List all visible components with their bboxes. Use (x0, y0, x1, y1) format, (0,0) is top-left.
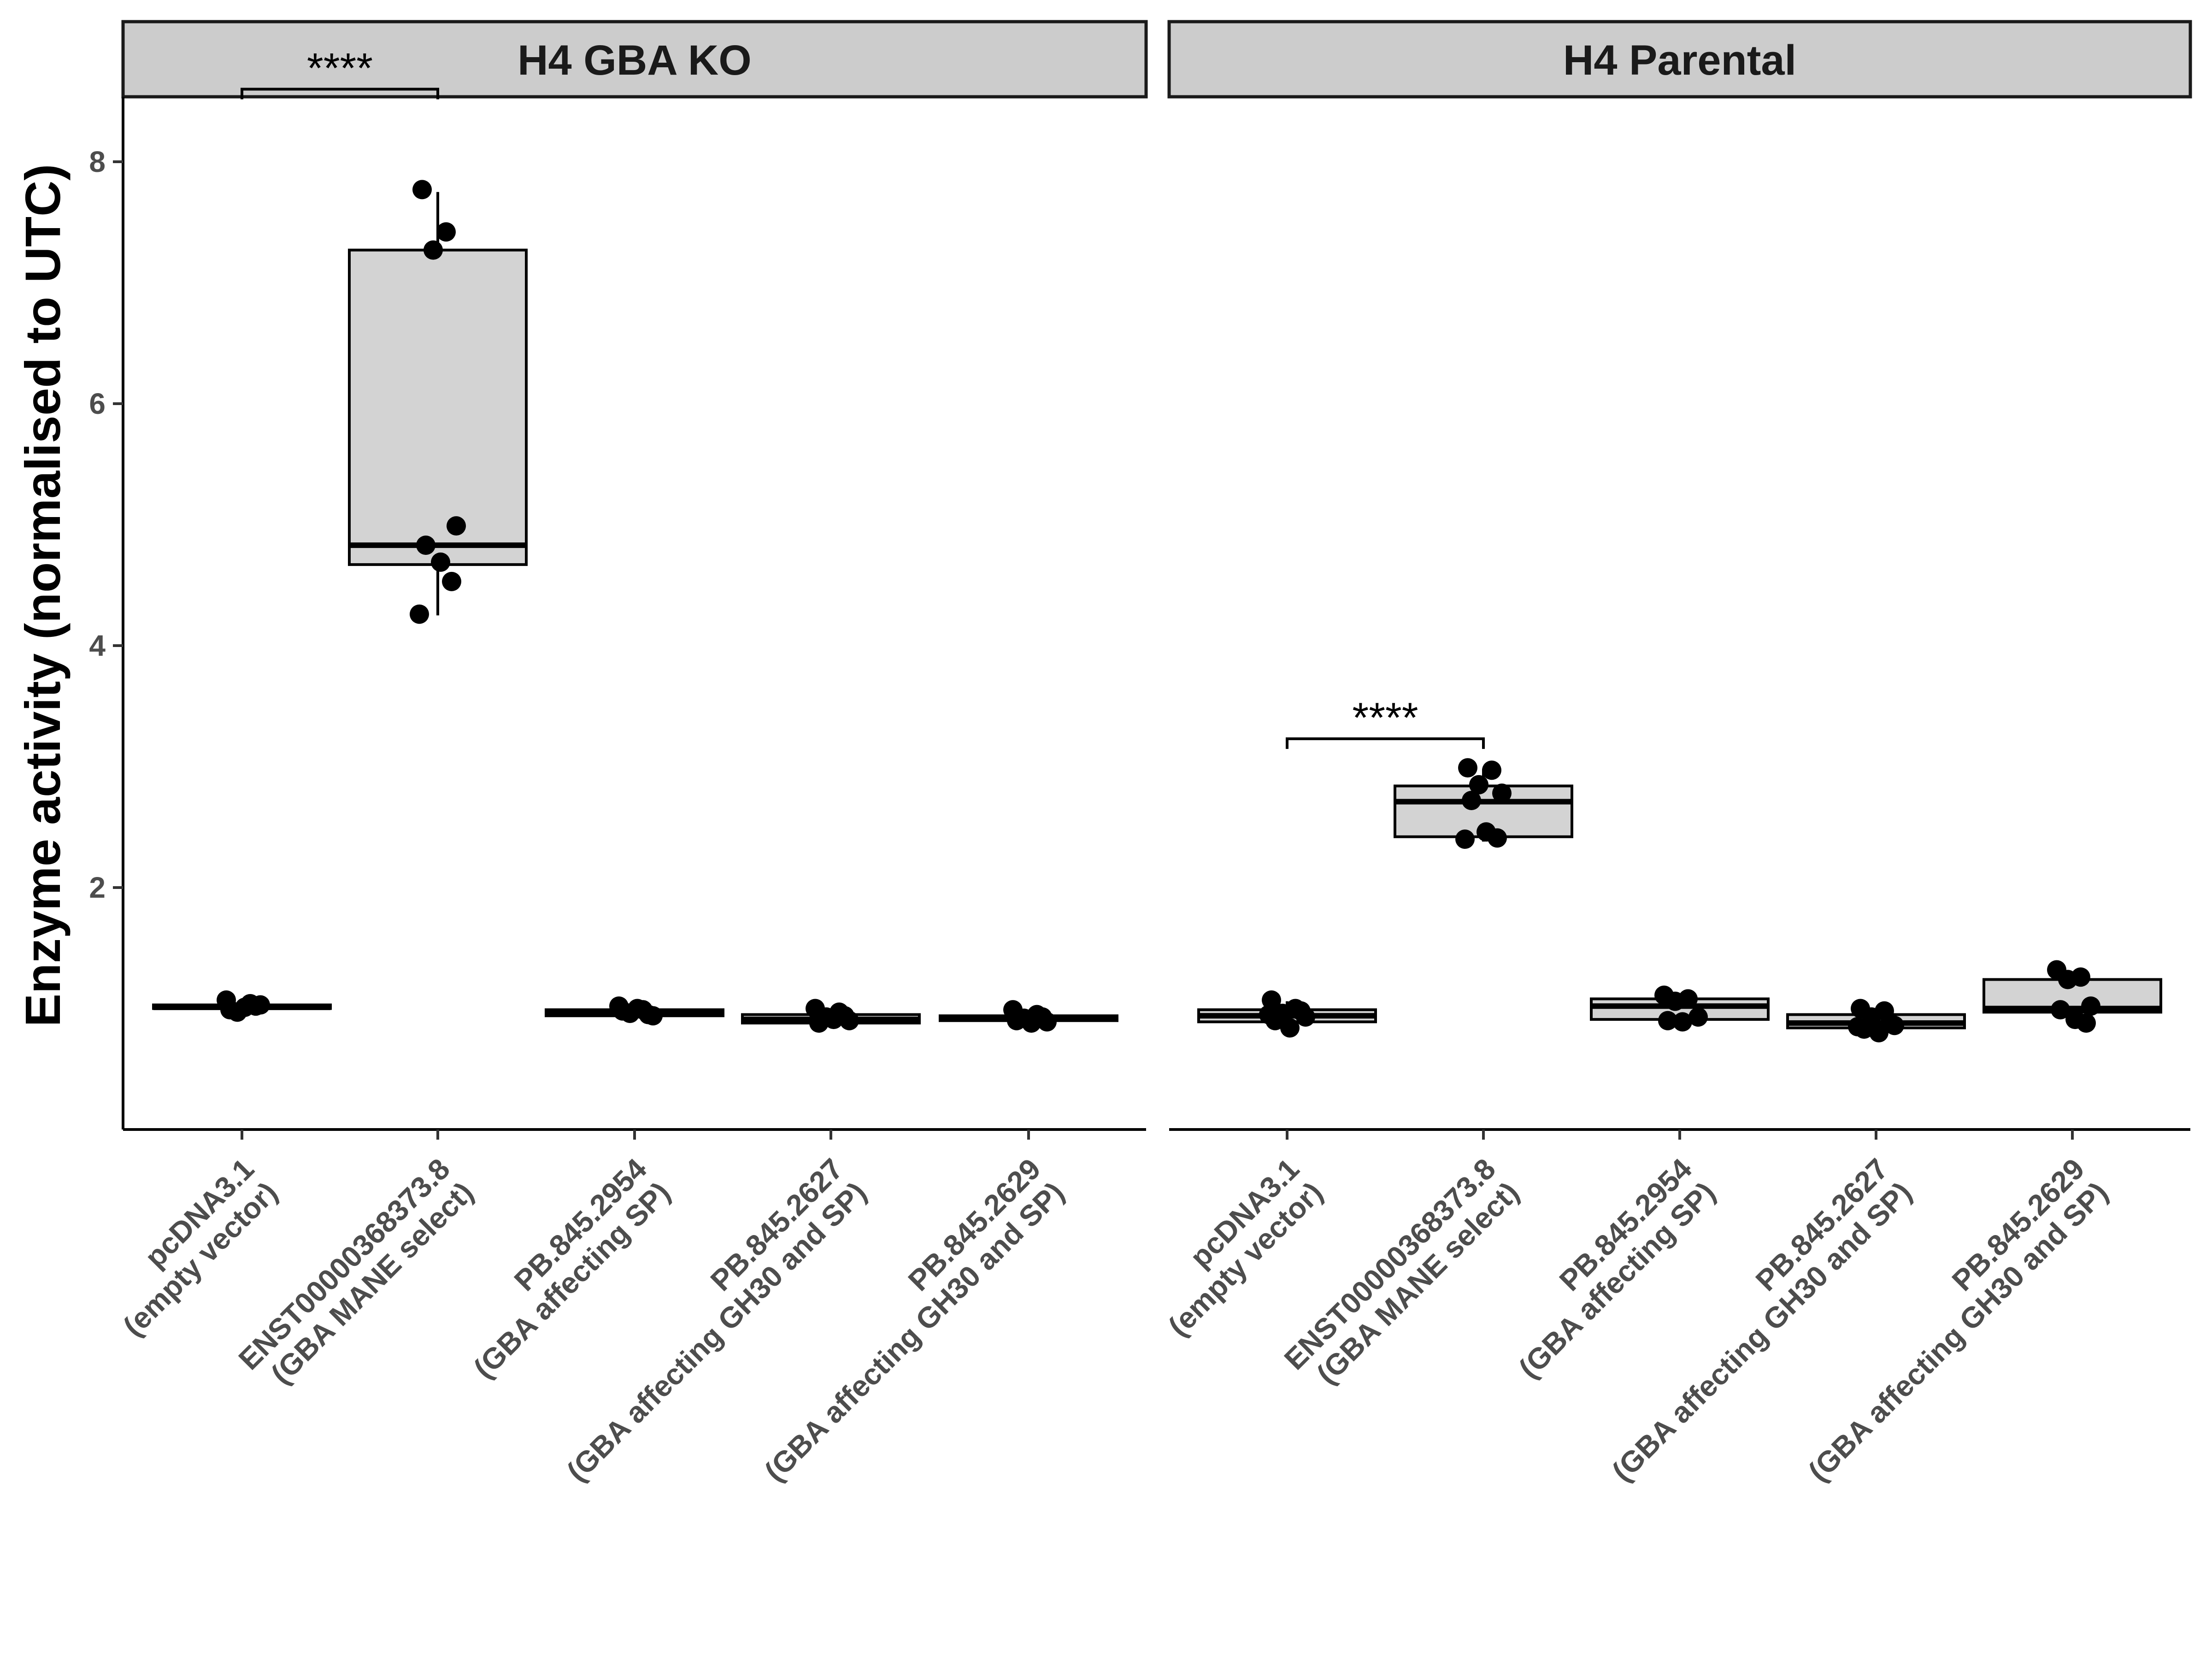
data-point (1262, 990, 1281, 1010)
significance-label: **** (1352, 694, 1418, 741)
y-tick-label: 6 (89, 387, 106, 420)
plot-area: **** (123, 45, 1146, 1131)
data-point (2058, 970, 2077, 989)
panel-title: H4 GBA KO (518, 37, 752, 84)
data-point (220, 1000, 240, 1020)
data-point (442, 571, 461, 591)
significance-label: **** (307, 45, 373, 92)
y-tick-label: 2 (89, 871, 106, 904)
panel-strip (121, 20, 1148, 99)
data-point (416, 535, 435, 555)
data-point (436, 222, 456, 242)
plot-area: **** (1169, 694, 2190, 1131)
data-point (412, 180, 432, 200)
data-point (1482, 760, 1501, 780)
data-point (613, 1001, 632, 1021)
data-point (1462, 791, 1481, 810)
data-point (2051, 1000, 2070, 1020)
box (348, 248, 528, 566)
data-point (1658, 1011, 1677, 1030)
data-point (1455, 830, 1475, 849)
data-point (410, 604, 429, 624)
data-point (2081, 996, 2100, 1016)
box-group (1394, 758, 1573, 849)
data-point (1033, 1007, 1052, 1027)
data-point (1488, 828, 1507, 848)
data-point (1280, 1018, 1300, 1038)
data-point (639, 1005, 658, 1024)
data-point (1688, 1007, 1708, 1027)
bracket-line (1286, 737, 1485, 749)
data-point (1665, 991, 1685, 1011)
panel-strip (1167, 20, 2192, 99)
data-point (1848, 1017, 1867, 1036)
panel-title: H4 Parental (1563, 37, 1796, 84)
y-axis: 2 4 6 8 (89, 97, 124, 1130)
data-point (1291, 1001, 1311, 1021)
significance-bracket: **** (241, 45, 439, 100)
data-point (2077, 1013, 2096, 1033)
significance-bracket: **** (1286, 694, 1485, 749)
data-point (809, 1013, 829, 1033)
box-group (741, 999, 921, 1033)
y-tick-label: 4 (89, 629, 106, 662)
box-group (1197, 990, 1377, 1038)
data-point (1259, 1005, 1278, 1024)
y-axis-label: Enzyme activity (normalised to UTC) (15, 164, 71, 1027)
data-point (1469, 775, 1488, 794)
data-point (835, 1006, 854, 1026)
box-group (348, 180, 528, 624)
data-point (1458, 758, 1477, 778)
data-point (431, 552, 450, 572)
bracket-line (241, 88, 439, 100)
data-point (1880, 1013, 1900, 1033)
box-group (939, 1000, 1118, 1033)
box-group (545, 996, 724, 1026)
data-point (246, 996, 265, 1016)
data-point (1673, 1012, 1692, 1032)
box-group (1786, 999, 1966, 1042)
data-point (424, 240, 443, 260)
box-group (1590, 985, 1770, 1032)
data-point (1492, 783, 1512, 803)
data-point (1007, 1011, 1026, 1030)
data-point (447, 516, 466, 536)
box-group (1983, 960, 2162, 1033)
box-group (152, 990, 332, 1022)
y-tick-label: 8 (89, 145, 106, 178)
